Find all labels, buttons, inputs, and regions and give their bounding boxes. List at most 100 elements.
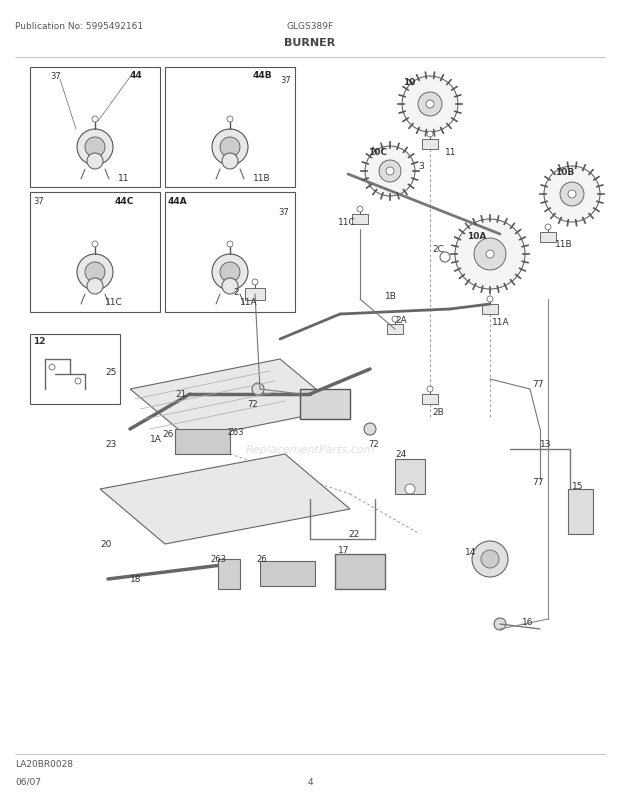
Ellipse shape	[216, 290, 244, 298]
Bar	[300, 390, 350, 419]
Circle shape	[486, 251, 494, 259]
Circle shape	[87, 154, 103, 170]
Text: 14: 14	[465, 547, 476, 557]
Text: 22: 22	[348, 529, 359, 538]
Circle shape	[252, 383, 264, 395]
Text: 13: 13	[540, 439, 552, 448]
Ellipse shape	[81, 166, 109, 174]
Text: 2: 2	[233, 288, 239, 297]
Text: 11C: 11C	[338, 217, 356, 227]
Polygon shape	[100, 455, 350, 545]
Bar	[165, 68, 295, 188]
Text: 2C: 2C	[432, 245, 444, 253]
Bar	[165, 192, 295, 313]
Circle shape	[481, 550, 499, 569]
Circle shape	[455, 220, 525, 290]
Text: Publication No: 5995492161: Publication No: 5995492161	[15, 22, 143, 31]
Text: 12: 12	[33, 337, 45, 346]
Text: 26: 26	[256, 554, 267, 563]
Circle shape	[49, 365, 55, 371]
Text: 21: 21	[175, 390, 187, 399]
Text: 72: 72	[368, 439, 379, 448]
Circle shape	[365, 147, 415, 196]
Text: Z63: Z63	[228, 427, 244, 436]
Text: GLGS389F: GLGS389F	[286, 22, 334, 31]
Text: 16: 16	[522, 618, 533, 626]
Circle shape	[402, 77, 458, 133]
Text: 1A: 1A	[150, 435, 162, 444]
Text: 11A: 11A	[240, 298, 258, 306]
Circle shape	[474, 239, 506, 270]
Bar	[218, 559, 240, 589]
Polygon shape	[130, 359, 340, 439]
Text: ReplacementParts.com: ReplacementParts.com	[246, 444, 374, 455]
Circle shape	[227, 117, 233, 123]
Circle shape	[220, 138, 240, 158]
Text: 20: 20	[100, 539, 112, 549]
Text: 11: 11	[445, 148, 456, 157]
Circle shape	[87, 278, 103, 294]
Text: 10B: 10B	[555, 168, 574, 176]
Bar	[260, 561, 315, 586]
Text: 11C: 11C	[105, 298, 123, 306]
Text: 10A: 10A	[467, 232, 486, 241]
Text: BURNER: BURNER	[285, 38, 335, 48]
Text: 1B: 1B	[385, 292, 397, 301]
Text: 18: 18	[130, 574, 141, 583]
Text: 263: 263	[210, 554, 226, 563]
Text: 06/07: 06/07	[15, 777, 41, 786]
Text: 44C: 44C	[115, 196, 135, 206]
Bar	[422, 140, 438, 150]
Text: 2B: 2B	[432, 407, 444, 416]
Circle shape	[544, 167, 600, 223]
Bar	[175, 429, 230, 455]
Text: 44: 44	[130, 71, 143, 80]
Text: 26: 26	[162, 429, 174, 439]
Circle shape	[212, 130, 248, 166]
Circle shape	[568, 191, 576, 199]
Text: 77: 77	[532, 379, 544, 388]
Bar	[246, 289, 265, 301]
Text: 37: 37	[50, 72, 61, 81]
Text: 4: 4	[307, 777, 313, 786]
Circle shape	[418, 93, 442, 117]
Text: 72: 72	[247, 399, 258, 408]
Text: 44B: 44B	[253, 71, 273, 80]
Text: LA20BR0028: LA20BR0028	[15, 759, 73, 768]
Text: 3: 3	[418, 162, 423, 171]
Text: 10C: 10C	[368, 148, 387, 157]
Text: 37: 37	[280, 76, 291, 85]
Ellipse shape	[81, 290, 109, 298]
Circle shape	[426, 101, 434, 109]
Bar	[30, 68, 160, 188]
Circle shape	[92, 241, 98, 248]
Text: 24: 24	[395, 449, 406, 459]
Circle shape	[386, 168, 394, 176]
Bar	[352, 215, 368, 225]
Text: 37: 37	[33, 196, 44, 206]
Circle shape	[487, 297, 493, 302]
Circle shape	[427, 387, 433, 392]
Circle shape	[440, 253, 450, 263]
Circle shape	[379, 160, 401, 183]
Text: 11B: 11B	[555, 240, 573, 249]
Circle shape	[427, 132, 433, 138]
Bar	[387, 325, 403, 334]
Circle shape	[252, 280, 258, 286]
Text: 77: 77	[532, 477, 544, 486]
Circle shape	[405, 484, 415, 494]
Text: 2A: 2A	[395, 316, 407, 325]
Circle shape	[220, 263, 240, 282]
Circle shape	[227, 241, 233, 248]
Ellipse shape	[216, 166, 244, 174]
Bar	[395, 460, 425, 494]
Bar	[568, 489, 593, 534]
Text: 10: 10	[403, 78, 415, 87]
Bar	[482, 305, 498, 314]
Circle shape	[357, 207, 363, 213]
Circle shape	[85, 263, 105, 282]
Circle shape	[77, 255, 113, 290]
Bar	[540, 233, 556, 243]
Text: 11: 11	[118, 174, 130, 183]
Text: 15: 15	[572, 481, 583, 490]
